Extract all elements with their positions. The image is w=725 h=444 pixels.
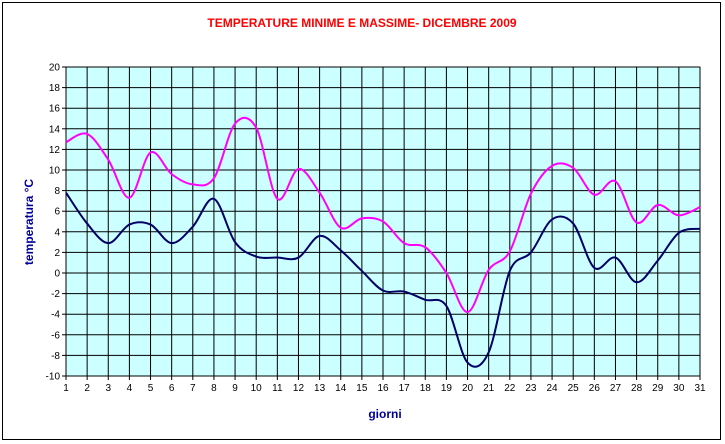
x-tick-label: 2 — [84, 383, 90, 394]
x-tick-label: 16 — [377, 383, 389, 394]
x-tick-label: 12 — [293, 383, 305, 394]
y-tick-label: 4 — [54, 227, 60, 238]
y-tick-label: 18 — [49, 83, 61, 94]
y-tick-label: 14 — [49, 124, 61, 135]
y-tick-label: 2 — [54, 248, 60, 259]
y-tick-label: 0 — [54, 269, 60, 280]
chart-title: TEMPERATURE MINIME E MASSIME- DICEMBRE 2… — [207, 16, 516, 30]
y-axis-label: temperatura °C — [22, 179, 36, 265]
x-tick-label: 31 — [694, 383, 706, 394]
x-tick-label: 21 — [483, 383, 495, 394]
data-series — [65, 116, 701, 368]
x-tick-label: 4 — [127, 383, 133, 394]
x-tick-label: 20 — [462, 383, 474, 394]
x-tick-label: 18 — [420, 383, 432, 394]
x-tick-label: 9 — [232, 383, 238, 394]
y-tick-label: -2 — [51, 289, 60, 300]
x-tick-label: 13 — [314, 383, 326, 394]
x-axis-label: giorni — [368, 407, 401, 421]
x-tick-label: 11 — [272, 383, 283, 394]
x-tick-label: 5 — [148, 383, 154, 394]
y-tick-label: 16 — [49, 104, 61, 115]
x-tick-label: 28 — [631, 383, 643, 394]
y-tick-label: -4 — [51, 310, 60, 321]
x-tick-label: 19 — [441, 383, 453, 394]
x-tick-label: 10 — [251, 383, 263, 394]
x-tick-label: 25 — [568, 383, 580, 394]
y-tick-label: 6 — [54, 207, 60, 218]
x-tick-label: 24 — [547, 383, 559, 394]
y-tick-label: 10 — [49, 166, 61, 177]
x-tick-label: 6 — [169, 383, 175, 394]
x-tick-label: 1 — [63, 383, 69, 394]
x-tick-label: 30 — [673, 383, 685, 394]
x-tick-label: 14 — [335, 383, 347, 394]
x-tick-label: 23 — [525, 383, 537, 394]
y-tick-label: 12 — [49, 145, 61, 156]
x-tick-label: 26 — [589, 383, 601, 394]
x-tick-label: 15 — [356, 383, 368, 394]
y-tick-label: 8 — [54, 186, 60, 197]
y-tick-label: -10 — [46, 372, 61, 383]
y-tick-label: 20 — [49, 63, 61, 74]
x-tick-label: 8 — [211, 383, 217, 394]
x-tick-label: 7 — [190, 383, 196, 394]
x-axis-ticks: 1 2 3 4 5 6 7 8 9 10 11 12 13 14 15 16 17 18 19 20 21 22 23 24 2… — [63, 376, 706, 394]
y-tick-label: -8 — [51, 351, 60, 362]
x-tick-label: 27 — [610, 383, 622, 394]
y-tick-label: -6 — [51, 330, 60, 341]
x-tick-label: 29 — [652, 383, 664, 394]
x-tick-label: 17 — [399, 383, 411, 394]
x-tick-label: 22 — [504, 383, 516, 394]
x-tick-label: 3 — [105, 383, 111, 394]
